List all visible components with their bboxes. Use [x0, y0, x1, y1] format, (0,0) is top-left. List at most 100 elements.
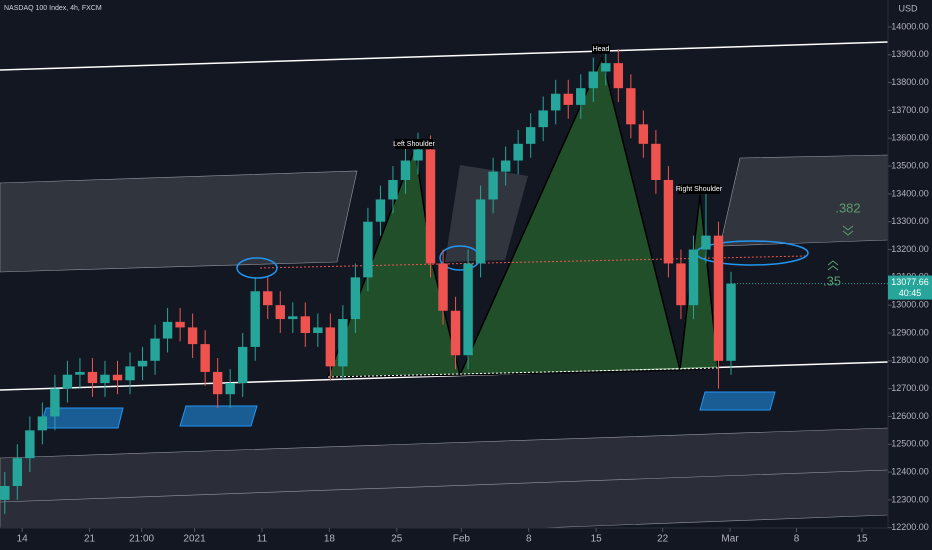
candle-body: [175, 321, 185, 328]
neckline: [327, 367, 719, 378]
x-tick-label: 15: [591, 534, 603, 545]
candles: [0, 49, 736, 514]
candle-body: [162, 321, 173, 339]
candle-body: [500, 160, 511, 172]
candle-body: [212, 371, 223, 395]
x-tick-label: 14: [17, 534, 29, 545]
y-tick-label: 12700.00: [891, 383, 929, 393]
y-tick-label: 12400.00: [891, 466, 929, 476]
candle-body: [338, 319, 348, 367]
candle-body: [263, 291, 273, 306]
candle-body: [601, 63, 611, 72]
candle-body: [588, 71, 598, 89]
fib-label: .35: [823, 273, 841, 288]
y-tick-label: 13600.00: [891, 133, 929, 143]
candle-body: [62, 374, 73, 389]
countdown: 40:45: [899, 288, 922, 298]
candle-body: [187, 327, 198, 345]
candle-body: [688, 249, 699, 306]
x-tick-label: 8: [526, 534, 532, 545]
annotation-box: [678, 184, 720, 194]
candle-body: [613, 63, 624, 89]
x-tick-label: 8: [794, 534, 800, 545]
currency: USD: [898, 3, 918, 13]
x-tick-label: 22: [657, 534, 669, 545]
candle-body: [551, 93, 561, 111]
y-tick-label: 13400.00: [891, 188, 929, 198]
x-tick-label: 18: [324, 534, 336, 545]
candle-body: [50, 388, 60, 417]
y-tick-label: 12900.00: [891, 327, 929, 337]
last-price: 13077.66: [891, 277, 929, 287]
candle-body: [363, 221, 373, 278]
candle-body: [726, 283, 736, 361]
annotation: Head: [593, 46, 610, 53]
candle-body: [275, 305, 285, 320]
candle-body: [538, 110, 548, 128]
price-tag: [888, 275, 932, 300]
band: [719, 154, 889, 247]
annotation-box: [395, 139, 433, 149]
candle-body: [25, 430, 35, 459]
candle-body: [525, 127, 536, 144]
x-tick-label: 21:00: [129, 534, 154, 545]
zone: [699, 391, 776, 411]
candle-body: [200, 344, 210, 372]
candle-body: [388, 179, 398, 200]
x-tick-label: 11: [257, 534, 268, 545]
candle-body: [713, 235, 724, 361]
band: [445, 165, 528, 262]
candle-body: [300, 316, 311, 333]
drawings: [0, 41, 889, 549]
y-tick-label: 13700.00: [891, 105, 929, 115]
fib-label: .382: [835, 200, 860, 215]
candle-body: [0, 485, 10, 500]
x-tick-label: 25: [391, 534, 403, 545]
y-tick-label: 13800.00: [891, 77, 929, 87]
chart-title: NASDAQ 100 Index, 4h, FXCM: [4, 5, 102, 12]
head-shape: [458, 55, 681, 376]
y-tick-label: 13300.00: [891, 216, 929, 226]
y-tick-label: 12600.00: [891, 411, 929, 421]
candle-body: [350, 277, 361, 320]
annotation: Right Shoulder: [676, 186, 723, 193]
candle-body: [425, 149, 436, 264]
candle-body: [663, 179, 674, 264]
candle-body: [325, 327, 336, 367]
time-axis: [0, 528, 888, 550]
candle-body: [651, 143, 661, 180]
candle-body: [288, 316, 298, 320]
band-line: [0, 469, 889, 503]
candle-body: [475, 199, 486, 264]
candle-body: [313, 327, 323, 333]
candle-body: [87, 371, 98, 384]
candle-body: [413, 149, 423, 161]
annotation: Left Shoulder: [393, 141, 435, 148]
y-tick-label: 12300.00: [891, 494, 929, 504]
x-tick-label: 2021: [183, 534, 206, 545]
highlight: [236, 257, 278, 279]
x-tick-label: 21: [84, 534, 96, 545]
candle-body: [701, 235, 711, 250]
candle-body: [450, 310, 461, 356]
zone: [179, 405, 258, 427]
chevron: [827, 260, 839, 271]
candle-body: [37, 416, 48, 431]
candle-body: [238, 346, 248, 384]
candle-body: [488, 171, 498, 200]
candle-body: [250, 291, 260, 347]
candle-body: [676, 263, 686, 306]
y-tick-label: 13900.00: [891, 49, 929, 59]
y-tick-label: 13500.00: [891, 160, 929, 170]
candle-body: [112, 374, 123, 381]
candle-body: [375, 199, 386, 222]
candle-body: [576, 88, 586, 105]
candle-body: [513, 143, 523, 161]
y-tick-label: 12800.00: [891, 355, 929, 365]
y-tick-label: 12500.00: [891, 439, 929, 449]
y-tick-label: 14000.00: [891, 21, 929, 31]
y-tick-label: 12200.00: [891, 522, 929, 532]
price-axis: [888, 0, 932, 550]
channel-bottom: [0, 361, 889, 391]
